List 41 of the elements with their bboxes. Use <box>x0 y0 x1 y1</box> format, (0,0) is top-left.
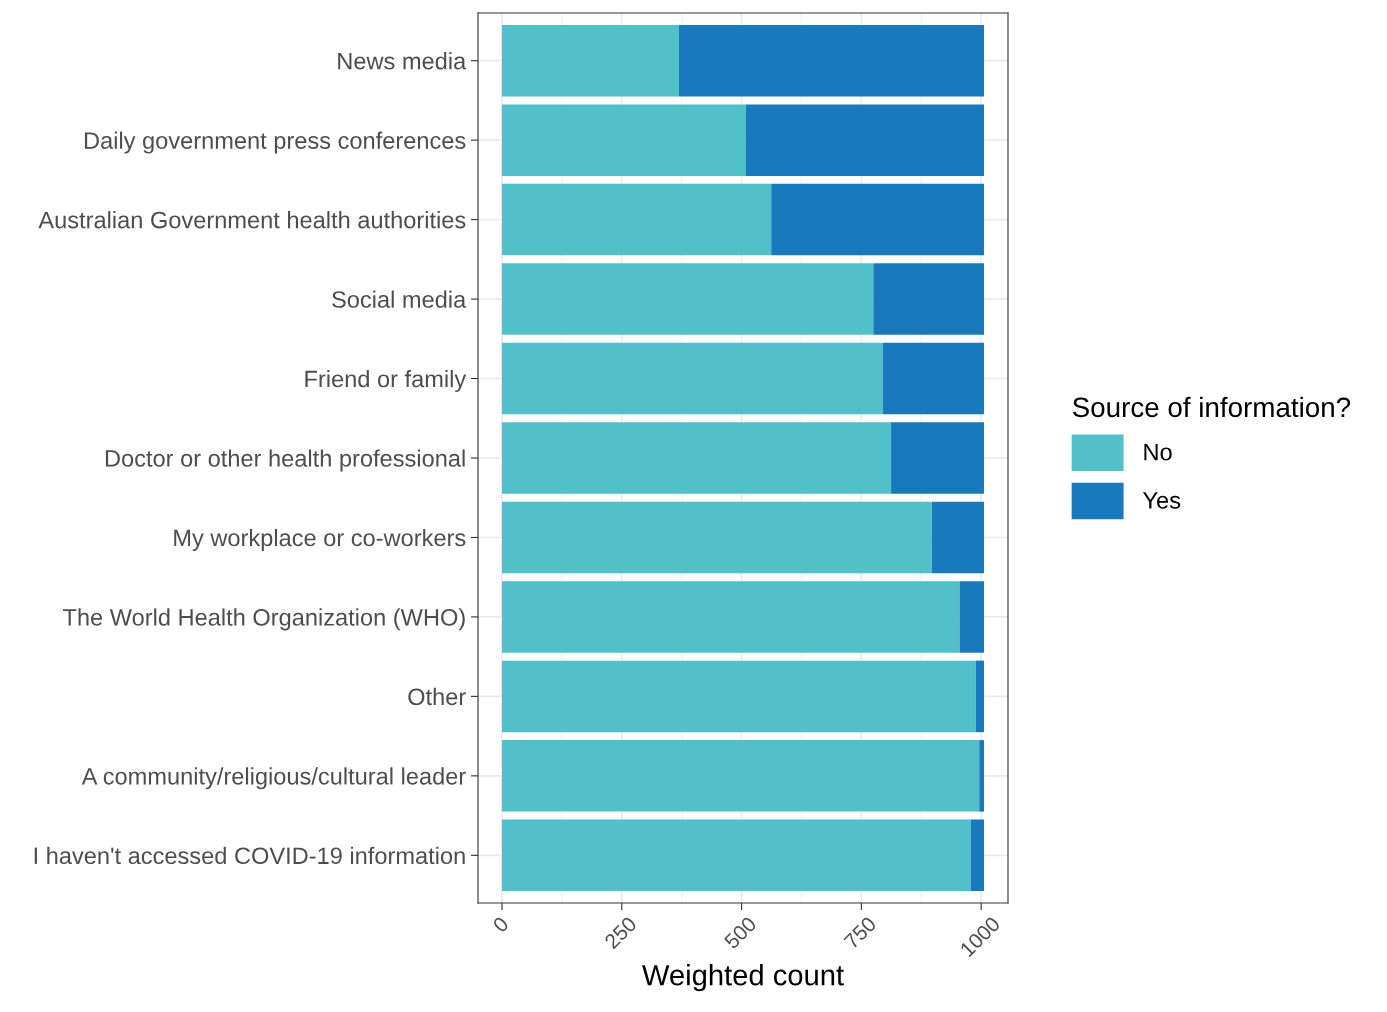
bar <box>501 104 746 176</box>
bar <box>501 263 874 335</box>
bar <box>882 342 985 415</box>
bar <box>501 501 932 574</box>
y-tick-label: The World Health Organization (WHO) <box>63 608 465 631</box>
x-tick-label: 0 <box>491 915 510 934</box>
bar <box>891 422 985 494</box>
bar <box>975 660 985 733</box>
legend-label: No <box>1144 443 1172 461</box>
bar <box>501 422 892 494</box>
y-tick-label: Social media <box>332 290 467 308</box>
bar <box>979 740 985 812</box>
bar <box>931 501 985 574</box>
y-tick-label: Friend or family <box>305 369 467 392</box>
x-tick-label: 750 <box>843 915 878 950</box>
y-tick-label: A community/religious/cultural leader <box>81 767 466 790</box>
bar <box>970 819 985 892</box>
y-tick-label: Daily government press conferences <box>84 131 466 154</box>
bar <box>501 819 971 892</box>
bar <box>873 263 985 335</box>
bar <box>771 183 985 256</box>
y-tick-label: Doctor or other health professional <box>105 449 465 472</box>
bar <box>501 183 772 256</box>
y-tick-label: News media <box>338 52 467 70</box>
bar <box>501 740 980 812</box>
y-tick-label: Other <box>408 687 466 706</box>
bar <box>678 24 985 97</box>
x-tick-label: 250 <box>603 915 638 950</box>
bar <box>501 342 883 415</box>
legend-label: Yes <box>1143 492 1181 509</box>
y-tick-label: Australian Government health authorities <box>38 211 466 229</box>
bar <box>501 660 976 733</box>
y-tick-label: I haven't accessed COVID-19 information <box>34 846 465 865</box>
bar <box>745 104 985 176</box>
x-tick-label: 500 <box>723 915 758 950</box>
bar <box>501 24 679 97</box>
bar <box>959 581 985 653</box>
x-axis-title: Weighted count <box>642 964 844 992</box>
legend-title: Source of information? <box>1072 396 1351 418</box>
y-tick-label: My workplace or co-workers <box>174 528 466 551</box>
bar <box>501 581 960 653</box>
